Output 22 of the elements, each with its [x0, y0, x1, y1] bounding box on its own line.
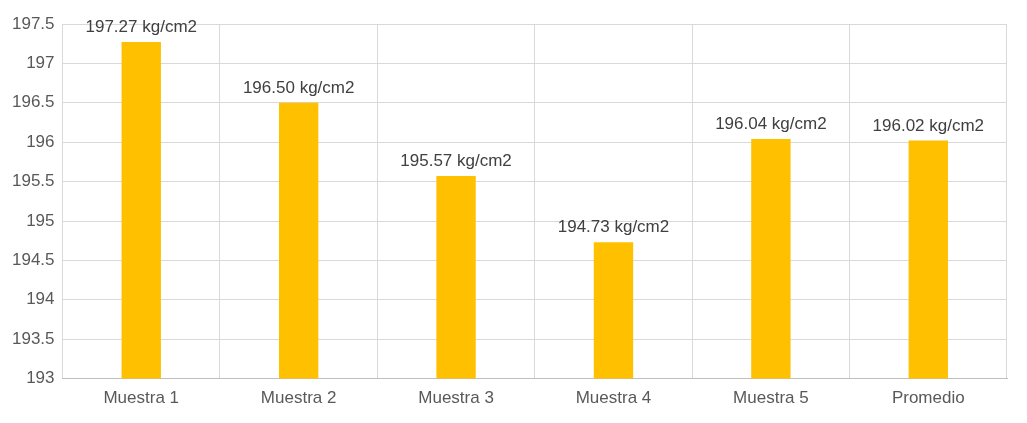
- y-tick-label: 195.5: [11, 171, 55, 191]
- x-tick-label: Promedio: [891, 388, 965, 408]
- x-tick-label: Muestra 4: [575, 388, 652, 408]
- y-tick-label: 194: [26, 289, 55, 309]
- y-tick-label: 194.5: [11, 250, 55, 270]
- y-tick-label: 197: [26, 53, 55, 73]
- y-tick-label: 193.5: [11, 328, 55, 348]
- y-tick-label: 196.5: [11, 92, 55, 112]
- y-tick-label: 196: [26, 131, 55, 151]
- data-label: 195.57 kg/cm2: [400, 151, 512, 171]
- x-tick-label: Muestra 3: [418, 388, 494, 408]
- data-label: 197.27 kg/cm2: [85, 17, 197, 37]
- data-label: 194.73 kg/cm2: [557, 217, 670, 237]
- data-label: 196.04 kg/cm2: [715, 114, 827, 134]
- data-label: 196.02 kg/cm2: [872, 115, 985, 135]
- y-tick-label: 195: [26, 210, 55, 230]
- x-tick-label: Muestra 1: [103, 388, 180, 408]
- x-tick-label: Muestra 5: [733, 388, 809, 408]
- y-tick-label: 197.5: [11, 13, 55, 33]
- y-tick-label: 193: [26, 368, 55, 388]
- x-tick-label: Muestra 2: [260, 388, 337, 408]
- data-label: 196.50 kg/cm2: [242, 77, 355, 97]
